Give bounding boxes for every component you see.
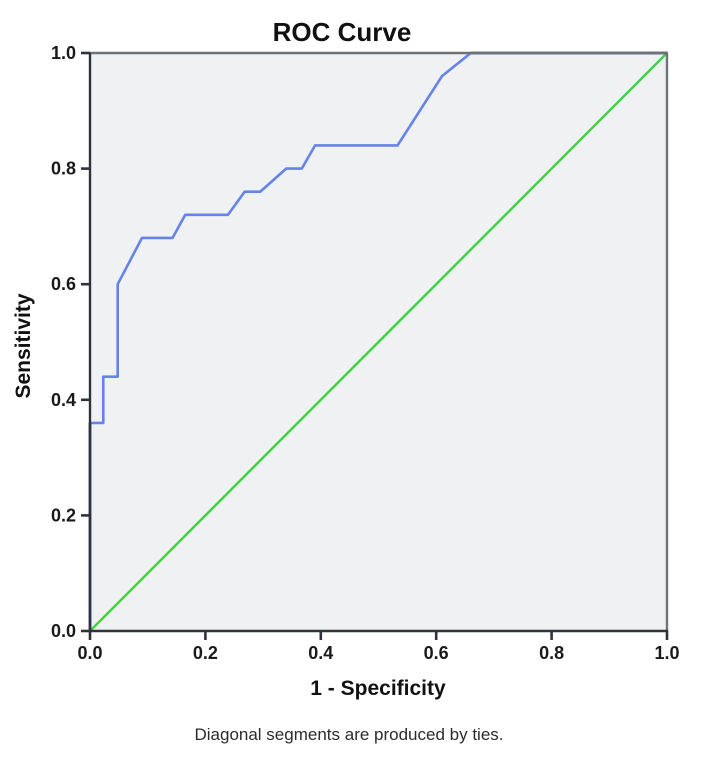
y-axis-title: Sensitivity [12, 293, 35, 398]
x-tick-label: 0.2 [193, 643, 218, 663]
reference-line [89, 52, 668, 632]
chart-caption: Diagonal segments are produced by ties. [194, 725, 503, 744]
chart-title: ROC Curve [273, 17, 412, 47]
y-tick-label: 0.6 [51, 274, 76, 294]
roc-curve [88, 51, 667, 631]
x-tick-label: 0.0 [77, 643, 102, 663]
x-tick-label: 0.4 [308, 643, 333, 663]
x-tick-label: 1.0 [654, 643, 679, 663]
y-tick-label: 0.4 [51, 390, 76, 410]
x-tick-label: 0.6 [424, 643, 449, 663]
y-tick-label: 0.2 [51, 505, 76, 525]
x-axis-title: 1 - Specificity [310, 677, 446, 700]
y-tick-label: 0.8 [51, 159, 76, 179]
y-tick-label: 1.0 [51, 43, 76, 63]
y-tick-label: 0.0 [51, 621, 76, 641]
x-tick-label: 0.8 [539, 643, 564, 663]
